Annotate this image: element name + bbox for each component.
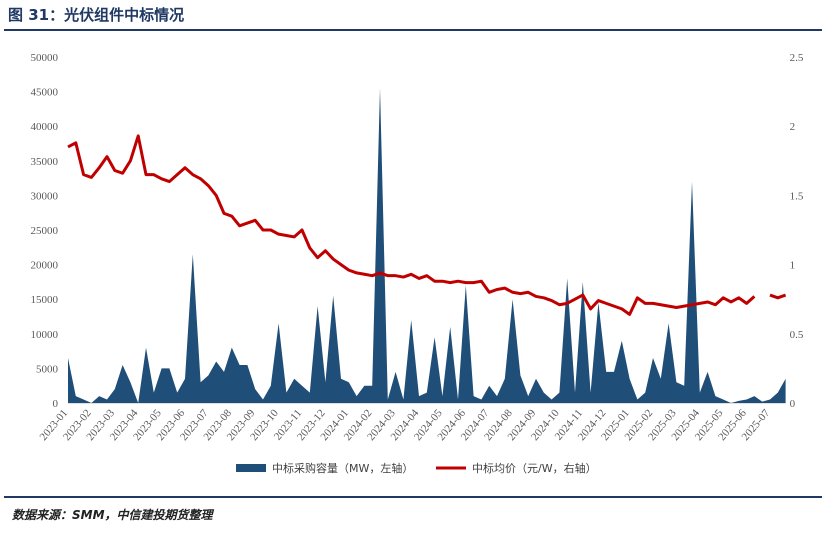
y2-tick-label: 1.5 [790,190,804,202]
y-tick-label: 40000 [31,121,59,133]
y-tick-label: 20000 [31,260,59,272]
y-tick-label: 50000 [31,52,59,64]
legend-label: 中标均价（元/W，右轴） [472,461,597,475]
source: 数据来源：SMM，中信建投期货整理 [12,508,215,522]
y-tick-label: 25000 [31,225,59,237]
y-tick-label: 10000 [31,329,59,341]
y2-tick-label: 0.5 [790,329,804,341]
y2-tick-label: 2.5 [790,52,804,64]
y2-tick-label: 1 [790,260,796,272]
legend-label: 中标采购容量（MW，左轴） [272,461,413,475]
y-tick-label: 35000 [31,156,59,168]
y-tick-label: 45000 [31,87,59,99]
y-tick-label: 15000 [31,294,59,306]
y2-tick-label: 0 [790,398,796,410]
y-tick-label: 5000 [36,363,59,375]
area [68,88,786,403]
y2-tick-label: 2 [790,121,796,133]
line [67,134,787,316]
chart-title: 图 31：光伏组件中标情况 [8,6,184,24]
y-tick-label: 0 [53,398,59,410]
legend-swatch [236,464,266,472]
y-tick-label: 30000 [31,190,59,202]
